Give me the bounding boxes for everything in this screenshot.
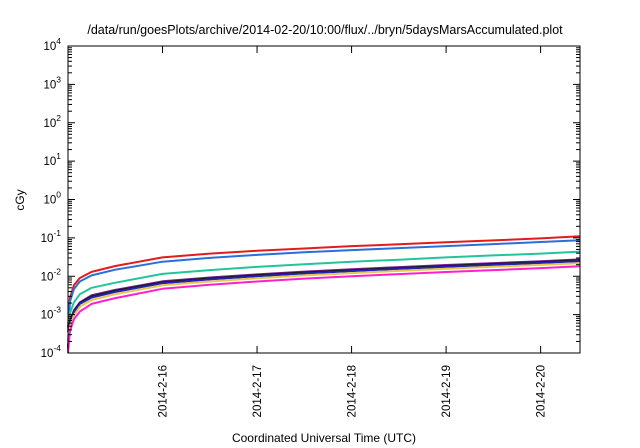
y-tick-exponent: -1 xyxy=(53,228,61,238)
y-tick-base: 10 xyxy=(41,271,54,283)
y-tick-base: 10 xyxy=(41,310,54,322)
series-layer xyxy=(67,235,581,354)
plot-frame xyxy=(67,45,581,354)
y-tick-label: 10-2 xyxy=(41,266,62,283)
x-tick-label: 2014-2-20 xyxy=(536,365,548,417)
y-tick-base: 10 xyxy=(43,41,56,53)
x-tick-label: 2014-2-19 xyxy=(441,365,453,417)
y-tick-label: 104 xyxy=(43,36,61,53)
y-tick-exponent: -4 xyxy=(53,343,61,353)
x-axis: 2014-2-16 2014-2-17 2014-2-18 2014-2-19 2014… xyxy=(158,46,548,417)
y-tick-label: 101 xyxy=(43,151,61,168)
y-tick-base: 10 xyxy=(43,79,56,91)
y-tick-exponent: 2 xyxy=(56,113,61,123)
series-line xyxy=(67,260,581,351)
series-line xyxy=(67,265,581,354)
y-tick-label: 10-1 xyxy=(41,228,62,245)
y-tick-label: 103 xyxy=(43,74,61,91)
series-line xyxy=(67,250,581,342)
series-line xyxy=(67,262,581,354)
y-tick-exponent: 1 xyxy=(56,151,61,161)
y-tick-label: 10-3 xyxy=(41,305,62,322)
y-tick-exponent: -2 xyxy=(53,266,61,276)
y-axis-label: cGy xyxy=(13,189,27,210)
series-line xyxy=(67,239,581,333)
y-tick-base: 10 xyxy=(41,348,54,360)
y-tick-base: 10 xyxy=(43,156,56,168)
x-tick-label: 2014-2-18 xyxy=(347,365,359,417)
y-tick-base: 10 xyxy=(41,233,54,245)
x-tick-label: 2014-2-16 xyxy=(158,365,170,417)
y-tick-label: 10-4 xyxy=(41,343,62,360)
x-tick-label: 2014-2-17 xyxy=(252,365,264,417)
chart-title: /data/run/goesPlots/archive/2014-02-20/1… xyxy=(87,23,563,37)
y-tick-base: 10 xyxy=(43,195,56,207)
y-tick-label: 102 xyxy=(43,113,61,130)
y-tick-exponent: -3 xyxy=(53,305,61,315)
y-tick-exponent: 3 xyxy=(56,74,61,84)
series-line xyxy=(67,235,581,328)
y-tick-base: 10 xyxy=(43,118,56,130)
y-tick-exponent: 4 xyxy=(56,36,61,46)
y-tick-exponent: 0 xyxy=(56,190,61,200)
x-axis-label: Coordinated Universal Time (UTC) xyxy=(232,431,416,445)
y-tick-label: 100 xyxy=(43,190,61,207)
